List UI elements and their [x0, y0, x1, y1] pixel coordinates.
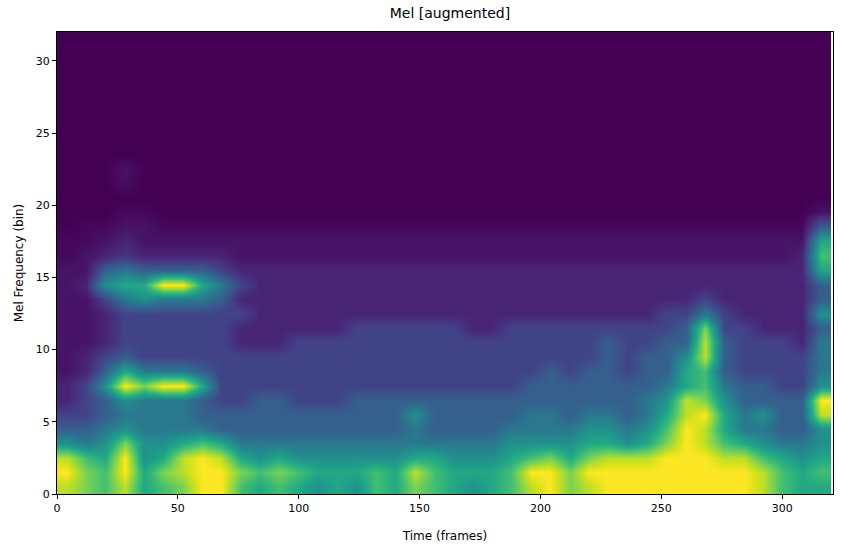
svg-text:100: 100: [288, 502, 309, 515]
svg-text:20: 20: [36, 199, 50, 212]
svg-text:25: 25: [36, 127, 50, 140]
svg-text:15: 15: [36, 271, 50, 284]
svg-text:Mel [augmented]: Mel [augmented]: [390, 5, 510, 21]
svg-text:150: 150: [409, 502, 430, 515]
svg-text:5: 5: [43, 416, 50, 429]
svg-text:300: 300: [772, 502, 793, 515]
svg-text:10: 10: [36, 343, 50, 356]
svg-text:0: 0: [54, 502, 61, 515]
svg-text:30: 30: [36, 55, 50, 68]
svg-text:250: 250: [651, 502, 672, 515]
svg-text:200: 200: [530, 502, 551, 515]
svg-text:50: 50: [171, 502, 185, 515]
svg-text:Mel Frequency (bin): Mel Frequency (bin): [12, 204, 26, 323]
svg-text:0: 0: [43, 488, 50, 501]
svg-text:Time (frames): Time (frames): [402, 529, 487, 543]
